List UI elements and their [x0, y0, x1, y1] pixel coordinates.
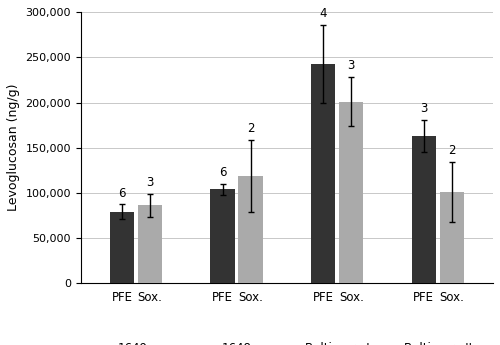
Text: 2: 2 [247, 121, 254, 135]
Text: 3: 3 [420, 102, 428, 115]
Bar [138, 205, 162, 283]
Bar [412, 136, 436, 283]
Bar [210, 189, 235, 283]
Bar [440, 192, 464, 283]
Bar [339, 102, 363, 283]
Text: Baltimore I: Baltimore I [305, 342, 370, 345]
Text: 3: 3 [146, 176, 154, 189]
Text: 6: 6 [118, 187, 126, 199]
Bar [110, 212, 134, 283]
Text: Baltimore II: Baltimore II [404, 342, 472, 345]
Bar [238, 176, 263, 283]
Bar [311, 64, 336, 283]
Text: 1649a: 1649a [118, 342, 155, 345]
Text: 1648: 1648 [222, 342, 252, 345]
Text: 4: 4 [320, 7, 327, 20]
Text: 2: 2 [448, 144, 456, 157]
Y-axis label: Levoglucosan (ng/g): Levoglucosan (ng/g) [7, 84, 20, 211]
Text: 6: 6 [219, 166, 226, 179]
Text: 3: 3 [348, 59, 355, 72]
